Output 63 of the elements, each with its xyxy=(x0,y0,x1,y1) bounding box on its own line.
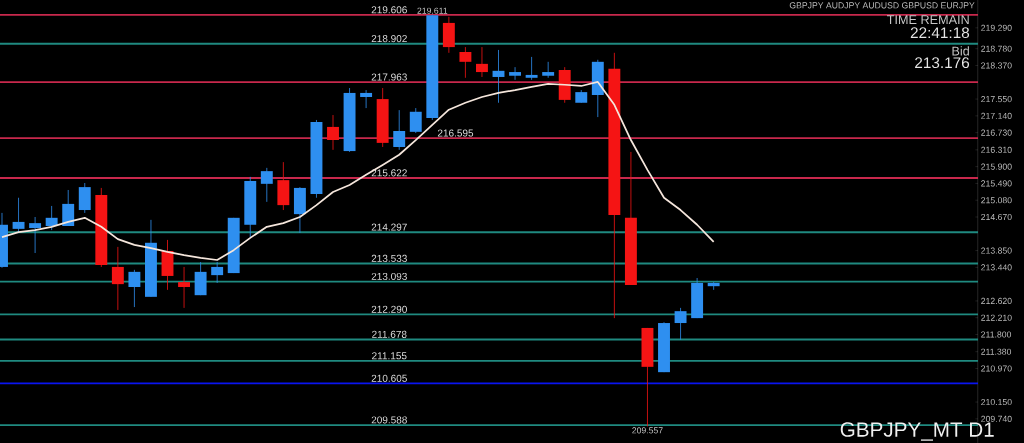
text: TIME REMAIN xyxy=(887,15,969,24)
y-tick-label: 216.310 xyxy=(981,146,1012,153)
candlestick xyxy=(542,61,555,79)
text: 22:41:18 xyxy=(910,27,970,39)
ref-line-label: 219.606 xyxy=(371,6,407,14)
candlestick xyxy=(78,182,91,214)
y-tick-label: 217.140 xyxy=(981,112,1012,119)
ref-line-label: 210.605 xyxy=(371,374,407,382)
y-tick-label: 211.800 xyxy=(981,331,1012,338)
candlestick xyxy=(393,109,406,151)
text: GBPJPY_MT D1 xyxy=(840,422,994,441)
candlestick xyxy=(674,307,687,341)
y-tick-label: 219.290 xyxy=(981,24,1012,31)
candlestick xyxy=(178,266,191,309)
y-tick-label: 213.850 xyxy=(981,247,1012,254)
y-tick-label: 210.150 xyxy=(981,399,1012,406)
candlestick xyxy=(459,46,472,79)
candlestick xyxy=(360,89,373,109)
y-tick-label: 214.670 xyxy=(981,213,1012,221)
ref-line-label: 216.595 xyxy=(437,129,474,137)
candlestick xyxy=(509,66,522,81)
y-tick-label: 218.780 xyxy=(981,45,1012,52)
candlestick xyxy=(111,246,124,311)
candlestick xyxy=(327,114,339,151)
y-tick-label: 218.370 xyxy=(981,62,1012,69)
candlestick xyxy=(12,197,25,234)
candlestick xyxy=(211,261,224,284)
ref-line-label: 209.588 xyxy=(371,416,407,424)
annotation: 219.611 xyxy=(417,7,448,14)
text: GBPJPY AUDJPY AUDUSD GBPUSD EURJPY xyxy=(789,2,975,9)
y-tick-label: 213.440 xyxy=(981,264,1012,271)
candlestick xyxy=(194,261,207,296)
y-tick-label: 212.620 xyxy=(981,297,1012,304)
ref-line-label: 217.963 xyxy=(371,73,407,81)
candlestick xyxy=(45,205,58,231)
ref-line-label: 214.297 xyxy=(371,223,407,231)
text: Bid xyxy=(952,46,969,56)
candlestick xyxy=(409,107,422,134)
y-tick-label: 215.490 xyxy=(981,180,1012,187)
candlestick xyxy=(29,216,42,254)
ref-line-label: 211.678 xyxy=(372,330,407,338)
y-tick-label: 210.970 xyxy=(981,365,1012,372)
ref-line-label: 211.155 xyxy=(372,352,407,360)
y-tick-label: 211.380 xyxy=(981,348,1012,355)
candlestick xyxy=(62,189,75,227)
y-tick-label: 212.210 xyxy=(981,314,1012,321)
ref-line-label: 213.093 xyxy=(371,272,407,280)
candlestick xyxy=(476,46,488,78)
ref-line-label: 213.533 xyxy=(371,254,407,262)
annotation: 209.557 xyxy=(632,427,663,434)
ref-line-label: 218.902 xyxy=(371,35,407,43)
ref-line-label: 212.290 xyxy=(371,305,407,313)
text: 213.176 xyxy=(915,57,970,69)
y-tick-label: 209.740 xyxy=(981,415,1012,422)
y-tick-label: 217.550 xyxy=(981,96,1012,103)
candlestick xyxy=(525,56,538,81)
y-tick-label: 215.900 xyxy=(981,163,1012,170)
candlestick xyxy=(260,167,273,203)
candlestick xyxy=(128,269,141,308)
ref-line-label: 215.622 xyxy=(371,169,407,177)
y-tick-label: 215.080 xyxy=(981,197,1012,204)
y-tick-label: 216.730 xyxy=(981,129,1012,136)
candlestick xyxy=(492,49,505,104)
